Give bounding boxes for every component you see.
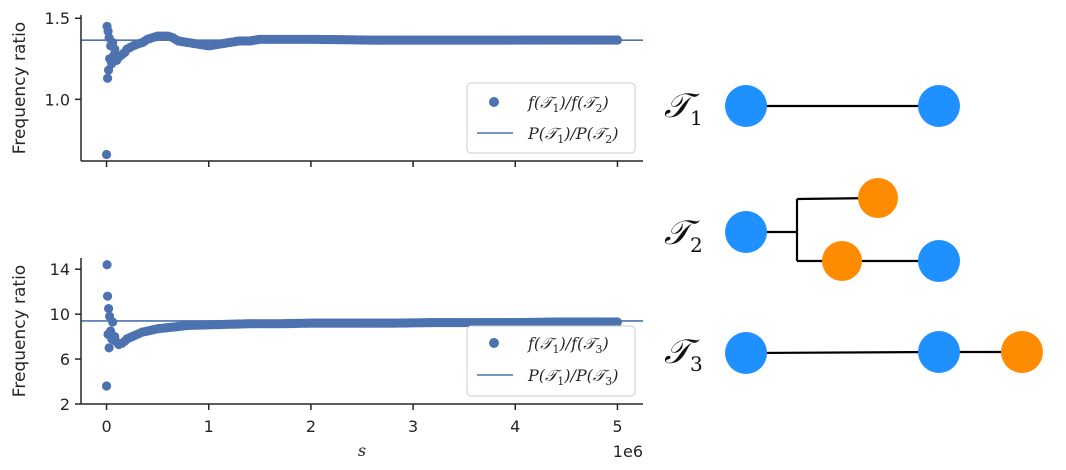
bottom-legend-entry-1: f(𝒯1)/f(𝒯3) <box>527 334 609 356</box>
bottom-data-point <box>102 291 113 301</box>
top-y-ticks: 1.0 1.5 <box>45 9 81 109</box>
bottom-y-tick-label: 6 <box>60 350 70 369</box>
top-legend-box <box>466 82 636 154</box>
bottom-legend-marker <box>489 338 499 348</box>
top-legend-marker <box>489 97 499 107</box>
tree-t2-label: 𝒯2 <box>664 213 703 257</box>
bottom-y-axis-label: Frequency ratio <box>10 265 30 397</box>
tree-t3-node-mid <box>918 331 960 373</box>
tree-t2-node-root <box>725 211 767 253</box>
top-y-tick-label: 1.0 <box>45 90 70 109</box>
tree-t2: 𝒯2 <box>664 178 960 282</box>
tree-t3-node-root <box>725 332 767 374</box>
bottom-chart: 2 6 10 14 0 1 2 3 4 5 Frequency ratio s 1e6 f(𝒯1… <box>10 258 643 461</box>
bottom-x-tick-label: 4 <box>510 417 520 436</box>
top-legend-entry-2: P(𝒯1)/P(𝒯2) <box>527 124 618 146</box>
tree-t3: 𝒯3 <box>664 331 1043 376</box>
tree-t3-node-leaf <box>1001 331 1043 373</box>
bottom-x-ticks: 0 1 2 3 4 5 <box>101 404 623 436</box>
bottom-x-tick-label: 3 <box>408 417 418 436</box>
bottom-legend: f(𝒯1)/f(𝒯3) P(𝒯1)/P(𝒯3) <box>466 325 636 397</box>
bottom-x-axis-label: s <box>358 441 366 460</box>
top-data-point <box>101 149 112 160</box>
tree-t3-label: 𝒯3 <box>664 332 703 376</box>
bottom-y-tick-label: 14 <box>50 260 70 279</box>
top-legend: f(𝒯1)/f(𝒯2) P(𝒯1)/P(𝒯2) <box>466 82 636 154</box>
tree-t2-node-leaf <box>918 240 960 282</box>
tree-diagrams: 𝒯1 𝒯2 𝒯3 <box>664 85 1043 376</box>
top-data-point <box>102 73 113 83</box>
bottom-x-tick-label: 0 <box>101 417 111 436</box>
bottom-data-point <box>104 343 114 353</box>
bottom-x-tick-label: 5 <box>612 417 622 436</box>
top-x-ticks <box>105 161 619 167</box>
top-y-axis-label: Frequency ratio <box>10 22 30 154</box>
top-legend-entry-1: f(𝒯1)/f(𝒯2) <box>527 93 609 115</box>
tree-t2-node-upper <box>858 178 898 218</box>
top-y-tick-label: 1.5 <box>45 9 70 28</box>
bottom-y-tick-label: 2 <box>60 395 70 414</box>
tree-t1-node-root <box>725 85 767 127</box>
tree-t3-edge-1 <box>745 350 940 355</box>
bottom-data-point <box>108 317 118 327</box>
tree-t1: 𝒯1 <box>664 85 960 130</box>
bottom-y-ticks: 2 6 10 14 <box>50 260 81 414</box>
bottom-x-tick-label: 1 <box>204 417 214 436</box>
top-data-point <box>110 44 120 54</box>
bottom-x-tick-label: 2 <box>306 417 316 436</box>
top-chart: 1.0 1.5 Frequency ratio f(𝒯1)/f(𝒯2) P(𝒯1)… <box>10 9 643 167</box>
bottom-y-tick-label: 10 <box>50 305 70 324</box>
tree-t1-label: 𝒯1 <box>664 86 703 130</box>
tree-t2-node-mid <box>822 241 862 281</box>
bottom-legend-entry-2: P(𝒯1)/P(𝒯3) <box>527 366 618 388</box>
bottom-data-point <box>101 381 112 391</box>
bottom-legend-box <box>466 325 636 397</box>
bottom-x-offset-label: 1e6 <box>613 442 643 461</box>
bottom-data-point <box>102 260 112 270</box>
bottom-data-point <box>103 303 114 314</box>
bottom-data-point <box>612 317 623 327</box>
tree-t1-node-leaf <box>918 85 960 127</box>
